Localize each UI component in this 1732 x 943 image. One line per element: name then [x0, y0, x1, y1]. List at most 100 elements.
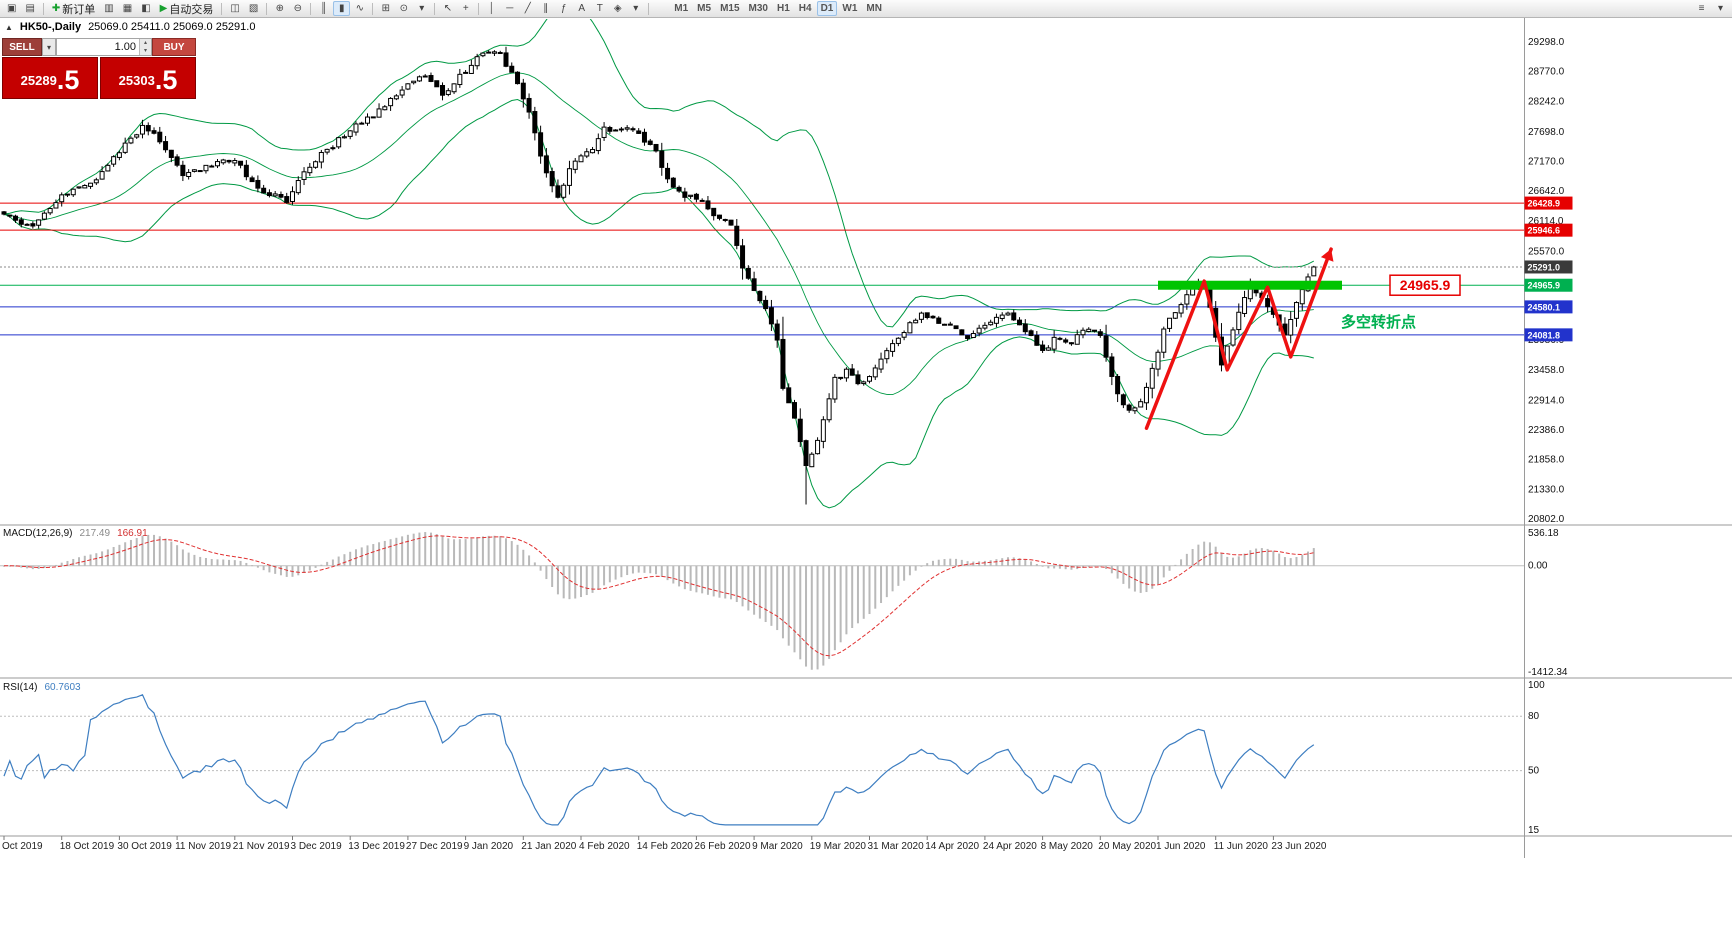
- buy-button[interactable]: BUY: [152, 38, 196, 56]
- toolbar-separator: [478, 2, 480, 15]
- toolbar-separator: [221, 2, 223, 15]
- navigator-button[interactable]: ◧: [137, 1, 154, 16]
- profiles-button[interactable]: ▤: [21, 1, 38, 16]
- svg-text:26114.0: 26114.0: [1528, 216, 1564, 227]
- templates-button[interactable]: ⊙: [395, 1, 412, 16]
- macd-axis-labels: 536.18 0.00 -1412.34: [1528, 528, 1568, 678]
- volume-increase-button[interactable]: ▴: [140, 39, 151, 47]
- channel-button[interactable]: ∥: [537, 1, 554, 16]
- new-chart-button[interactable]: ▣: [3, 1, 20, 16]
- line-chart-icon: ∿: [355, 3, 364, 14]
- shapes-dropdown-icon: ▾: [633, 3, 639, 14]
- cursor-button[interactable]: ↖: [439, 1, 456, 16]
- timeframe-d1-button[interactable]: D1: [816, 1, 838, 16]
- sell-price-button[interactable]: 25289.5: [2, 57, 98, 99]
- rsi-axis-labels: 100 80 50 15: [1528, 680, 1545, 836]
- new-chart-icon: ▣: [7, 3, 17, 14]
- templates-dropdown[interactable]: ▾: [413, 1, 430, 16]
- support-zone-bar[interactable]: [1158, 280, 1342, 290]
- candlestick-chart-button[interactable]: ▮: [333, 1, 351, 16]
- volume-spinner: ▴ ▾: [139, 39, 151, 55]
- market-watch-button[interactable]: ▥: [100, 1, 117, 16]
- date-axis: Oct 2019 18 Oct 2019 30 Oct 2019 11 Nov 201…: [2, 836, 1327, 852]
- buy-price-main: 25303: [118, 73, 155, 88]
- svg-text:25291.0: 25291.0: [1528, 262, 1561, 272]
- svg-text:25946.6: 25946.6: [1528, 226, 1561, 236]
- shapes-dropdown[interactable]: ▾: [627, 1, 644, 16]
- oneclick-toggle-icon[interactable]: ▲: [5, 22, 13, 32]
- zoom-in-button[interactable]: ⊕: [271, 1, 288, 16]
- svg-text:24965.9: 24965.9: [1528, 281, 1561, 291]
- volume-input[interactable]: [57, 39, 139, 55]
- timeframe-m30-button[interactable]: M30: [748, 3, 768, 14]
- svg-text:22386.0: 22386.0: [1528, 425, 1565, 436]
- svg-text:24081.8: 24081.8: [1528, 330, 1561, 340]
- svg-text:24580.1: 24580.1: [1528, 302, 1561, 312]
- timeframe-m1-button[interactable]: M1: [674, 3, 689, 14]
- svg-text:30 Oct 2019: 30 Oct 2019: [117, 841, 172, 852]
- new-order-icon: ✚: [51, 3, 61, 14]
- new-order-button[interactable]: ✚ 新订单: [48, 1, 99, 16]
- autotrading-button[interactable]: ▶ 自动交易: [156, 1, 218, 16]
- trend-arrow[interactable]: [1144, 247, 1334, 430]
- price-callout-label[interactable]: 24965.9: [1389, 274, 1461, 296]
- buy-price-button[interactable]: 25303.5: [100, 57, 196, 99]
- timeframe-m15-button[interactable]: M15: [720, 3, 740, 14]
- data-window-icon: ▦: [122, 3, 133, 14]
- oneclick-top-row: SELL ▾ ▴ ▾ BUY: [2, 38, 196, 56]
- svg-text:20 May 2020: 20 May 2020: [1098, 841, 1156, 852]
- trendline-button[interactable]: ╱: [519, 1, 536, 16]
- profiles-icon: ▤: [25, 3, 35, 14]
- timeframe-group: M1 M5 M15 M30 H1 H4 D1 W1 MN: [670, 1, 886, 16]
- turning-point-note[interactable]: 多空转折点: [1341, 313, 1416, 331]
- toolbar-menu-button[interactable]: ≡: [1698, 3, 1705, 14]
- toolbar-separator: [372, 2, 374, 15]
- toolbar-separator: [266, 2, 268, 15]
- fibonacci-button[interactable]: ƒ: [555, 1, 572, 16]
- zoom-out-button[interactable]: ⊖: [289, 1, 306, 16]
- line-chart-button[interactable]: ∿: [351, 1, 368, 16]
- bar-chart-button[interactable]: ║: [315, 1, 332, 16]
- timeframe-h1-button[interactable]: H1: [776, 3, 790, 14]
- svg-text:28770.0: 28770.0: [1528, 67, 1565, 78]
- svg-text:50: 50: [1528, 766, 1540, 777]
- toolbar-separator: [42, 2, 44, 15]
- sell-button[interactable]: SELL: [2, 38, 42, 56]
- tile-windows-button[interactable]: ◫: [226, 1, 243, 16]
- text-label-button[interactable]: T: [591, 1, 608, 16]
- shapes-button[interactable]: ◈: [609, 1, 626, 16]
- templates-dropdown-icon: ▾: [419, 3, 425, 14]
- svg-text:Oct 2019: Oct 2019: [2, 841, 43, 852]
- horizontal-line-icon: ─: [506, 3, 514, 14]
- vertical-line-button[interactable]: │: [483, 1, 500, 16]
- indicators-button[interactable]: ⊞: [377, 1, 394, 16]
- svg-text:23458.0: 23458.0: [1528, 365, 1565, 376]
- toolbar-dropdown-button[interactable]: ▾: [1717, 3, 1724, 14]
- svg-text:4 Feb 2020: 4 Feb 2020: [579, 841, 630, 852]
- svg-text:25570.0: 25570.0: [1528, 246, 1565, 257]
- main-toolbar: ▣ ▤ ✚ 新订单 ▥ ▦ ◧ ▶ 自动交易 ◫ ▧ ⊕ ⊖ ║ ▮ ∿ ⊞ ⊙ ▾ ↖ + │ ─ ╱ ∥ ƒ A T ◈ ▾ M1 M5…: [0, 0, 1732, 18]
- volume-decrease-button[interactable]: ▾: [140, 47, 151, 55]
- navigator-icon: ◧: [141, 3, 151, 14]
- timeframe-mn-button[interactable]: MN: [866, 3, 882, 14]
- timeframe-h4-button[interactable]: H4: [798, 3, 812, 14]
- text-button[interactable]: A: [573, 1, 590, 16]
- macd-main-value: 217.49: [79, 528, 111, 539]
- data-window-button[interactable]: ▦: [119, 1, 136, 16]
- horizontal-line-button[interactable]: ─: [501, 1, 518, 16]
- chart-ohlc-values: 25069.0 25411.0 25069.0 25291.0: [88, 21, 256, 33]
- candles: [1, 46, 1317, 505]
- tile-windows-icon: ◫: [230, 3, 240, 14]
- cascade-windows-icon: ▧: [248, 3, 259, 14]
- svg-text:8 May 2020: 8 May 2020: [1041, 841, 1094, 852]
- volume-preset-dropdown[interactable]: ▾: [42, 38, 56, 56]
- timeframe-w1-button[interactable]: W1: [842, 3, 858, 14]
- cascade-windows-button[interactable]: ▧: [245, 1, 262, 16]
- crosshair-button[interactable]: +: [457, 1, 474, 16]
- timeframe-m5-button[interactable]: M5: [697, 3, 712, 14]
- svg-text:80: 80: [1528, 711, 1540, 722]
- svg-text:100: 100: [1528, 680, 1545, 691]
- svg-text:21 Jan 2020: 21 Jan 2020: [521, 841, 576, 852]
- macd-signal-value: 166.91: [117, 528, 148, 539]
